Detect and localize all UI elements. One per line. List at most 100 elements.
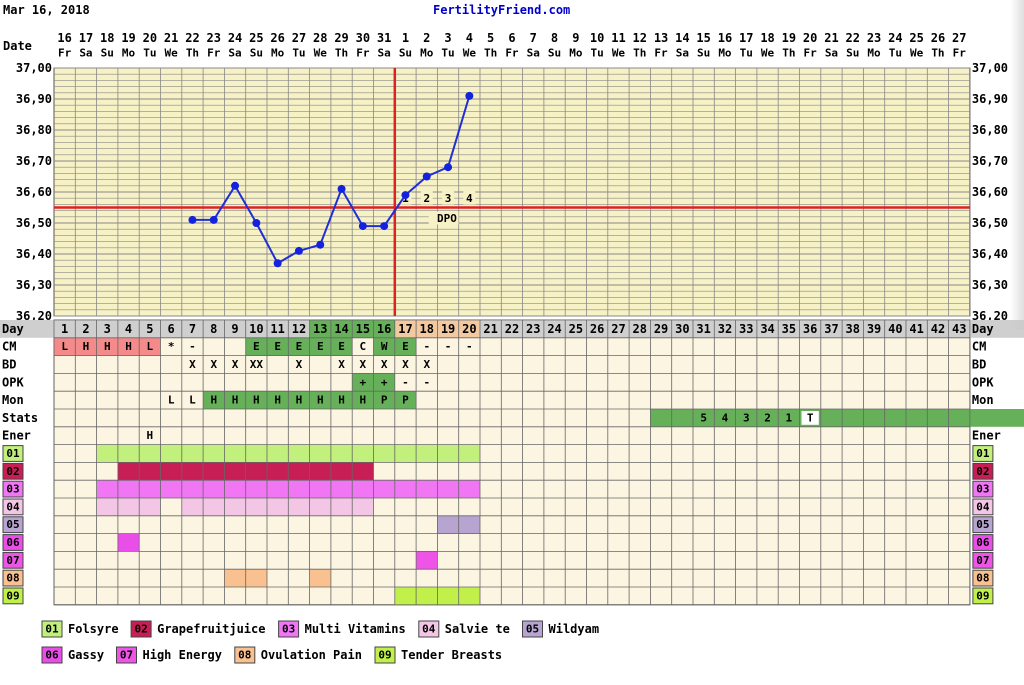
weekday-label: Su bbox=[101, 47, 114, 60]
temp-point bbox=[337, 184, 346, 193]
cm-cell bbox=[139, 337, 161, 356]
date-label: 11 bbox=[611, 31, 625, 45]
opk-value: + bbox=[360, 376, 367, 389]
custom-range-06 bbox=[117, 533, 140, 552]
weekday-label: We bbox=[612, 47, 626, 60]
date-label: 26 bbox=[931, 31, 945, 45]
legend-swatch-01 bbox=[41, 620, 63, 638]
date-label: 7 bbox=[530, 31, 537, 45]
custom-code-left: 06 bbox=[6, 536, 20, 549]
day-number: 19 bbox=[441, 322, 455, 336]
mon-value: H bbox=[338, 394, 345, 407]
day-number: 11 bbox=[270, 322, 284, 336]
custom-code-bg bbox=[2, 516, 24, 534]
day-cell bbox=[842, 320, 864, 338]
mon-cell bbox=[267, 391, 289, 409]
weekday-label: Mo bbox=[718, 47, 732, 60]
weekday-label: Mo bbox=[867, 47, 881, 60]
y-tick-left: 37,00 bbox=[16, 61, 52, 75]
day-number: 26 bbox=[590, 322, 604, 336]
bd-value: XX bbox=[250, 358, 264, 371]
temp-line bbox=[192, 95, 471, 265]
legend-label: Grapefruitjuice bbox=[157, 622, 265, 636]
date-label: 25 bbox=[909, 31, 923, 45]
date-label: 3 bbox=[444, 31, 451, 45]
day-number: 15 bbox=[356, 322, 370, 336]
y-tick-right: 36,40 bbox=[972, 247, 1008, 261]
day-cell bbox=[75, 320, 97, 338]
day-number: 10 bbox=[249, 322, 263, 336]
custom-code-bg bbox=[2, 569, 24, 587]
cm-cell bbox=[75, 337, 97, 356]
day-cell bbox=[565, 320, 587, 338]
weekday-label: We bbox=[165, 47, 179, 60]
day-cell bbox=[394, 320, 417, 338]
cm-cell bbox=[330, 337, 353, 356]
day-cell bbox=[714, 320, 736, 338]
temp-point bbox=[422, 172, 431, 181]
custom-code-bg bbox=[2, 551, 24, 569]
custom-code-right: 08 bbox=[976, 572, 989, 585]
cm-cell bbox=[394, 337, 417, 356]
page-edge-shadow bbox=[1010, 0, 1024, 330]
weekday-label: Mo bbox=[271, 47, 285, 60]
stats-value: 1 bbox=[786, 411, 793, 424]
mon-value: H bbox=[274, 394, 281, 407]
day-number: 18 bbox=[420, 322, 434, 336]
weekday-label: Sa bbox=[79, 47, 92, 60]
chart-date: Mar 16, 2018 bbox=[3, 3, 90, 17]
cm-cell bbox=[373, 337, 395, 356]
weekday-label: Tu bbox=[591, 47, 604, 60]
legend-swatch-09 bbox=[374, 646, 396, 664]
day-number: 29 bbox=[654, 322, 668, 336]
bd-value: X bbox=[210, 358, 217, 371]
custom-code-right: 07 bbox=[976, 554, 989, 567]
legend-swatch-08 bbox=[234, 646, 256, 664]
day-cell bbox=[543, 320, 566, 338]
date-label: 18 bbox=[760, 31, 774, 45]
cm-cell bbox=[117, 337, 140, 356]
date-label: 23 bbox=[867, 31, 881, 45]
legend-swatch-07 bbox=[116, 646, 137, 664]
date-label: 28 bbox=[313, 31, 327, 45]
mon-cell bbox=[203, 391, 225, 409]
mon-cell bbox=[224, 391, 246, 409]
custom-range-04 bbox=[96, 498, 161, 516]
day-number: 17 bbox=[398, 322, 412, 336]
custom-code-right: 03 bbox=[976, 483, 989, 496]
legend-swatch-02 bbox=[130, 620, 152, 638]
day-number: 9 bbox=[231, 322, 238, 336]
mon-value: H bbox=[296, 394, 303, 407]
custom-code-left: 07 bbox=[6, 554, 19, 567]
day-number: 38 bbox=[846, 322, 860, 336]
day-number: 8 bbox=[210, 322, 217, 336]
day-number: 27 bbox=[611, 322, 625, 336]
day-cell bbox=[224, 320, 246, 338]
day-cell bbox=[948, 320, 970, 338]
day-number: 22 bbox=[505, 322, 519, 336]
legend-label: High Energy bbox=[143, 648, 222, 662]
day-cell bbox=[309, 320, 331, 338]
row-label-day: Day bbox=[2, 322, 24, 336]
row-label-cm: CM bbox=[2, 340, 16, 354]
stats-white-cell bbox=[801, 411, 819, 425]
date-label: 8 bbox=[551, 31, 558, 45]
date-label: 17 bbox=[739, 31, 753, 45]
day-row-label-bg bbox=[0, 320, 54, 338]
site-name[interactable]: FertilityFriend.com bbox=[433, 3, 571, 17]
cm-cell bbox=[352, 337, 374, 356]
weekday-label: Sa bbox=[825, 47, 838, 60]
day-cell bbox=[54, 320, 76, 338]
opk-cell bbox=[352, 373, 374, 392]
day-cell bbox=[267, 320, 289, 338]
cm-cell bbox=[309, 337, 331, 356]
y-tick-right: 37,00 bbox=[972, 61, 1008, 75]
bd-value: X bbox=[189, 358, 196, 371]
mon-value: H bbox=[210, 394, 217, 407]
row-label-stats: Stats bbox=[2, 411, 38, 425]
cm-value: E bbox=[253, 340, 260, 353]
legend-label: Wildyam bbox=[549, 622, 600, 636]
date-label: 22 bbox=[185, 31, 199, 45]
dpo-bg bbox=[420, 191, 433, 205]
